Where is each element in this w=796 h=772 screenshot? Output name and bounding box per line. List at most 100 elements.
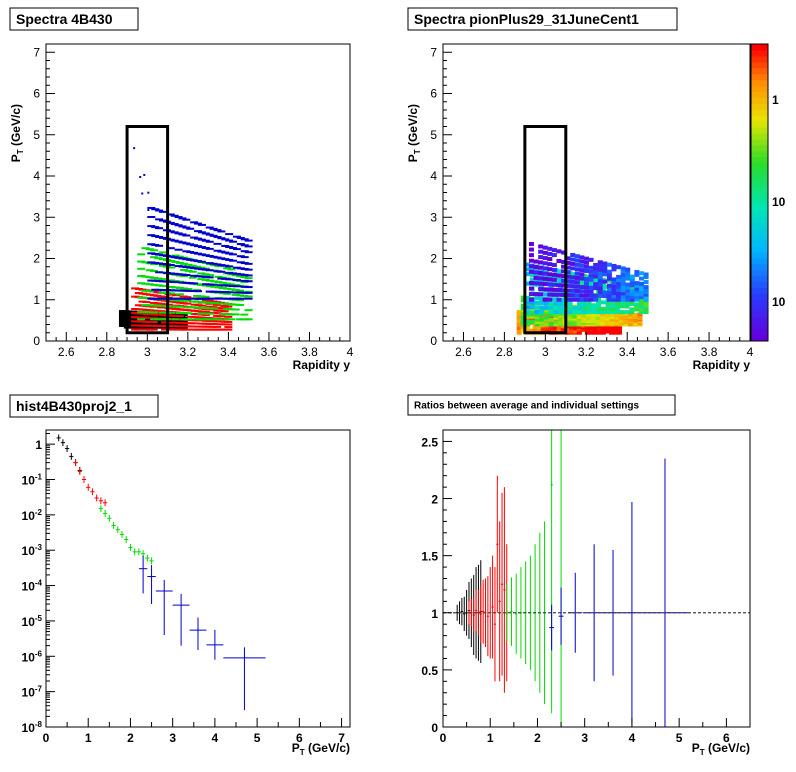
data-cell bbox=[520, 322, 526, 327]
data-cell bbox=[542, 276, 548, 281]
data-cell bbox=[534, 278, 540, 283]
data-cell bbox=[218, 292, 227, 295]
data-cell bbox=[155, 227, 164, 230]
data-cell bbox=[240, 256, 249, 259]
data-cell bbox=[118, 323, 127, 326]
data-cell bbox=[134, 328, 143, 331]
data-cell bbox=[643, 280, 649, 285]
data-cell bbox=[167, 260, 176, 263]
y-tick-label: 0 bbox=[33, 334, 40, 348]
data-cell bbox=[214, 281, 223, 284]
data-cell bbox=[143, 314, 152, 317]
data-cell bbox=[619, 304, 625, 309]
data-cell bbox=[201, 273, 210, 276]
data-cell bbox=[634, 286, 640, 291]
series-red bbox=[73, 459, 108, 507]
colorbar-segment bbox=[751, 79, 768, 87]
x-tick-label: 4 bbox=[747, 345, 754, 359]
data-cell bbox=[529, 300, 535, 305]
data-cell bbox=[167, 319, 176, 322]
data-cell bbox=[145, 290, 154, 293]
y-tick-label: 6 bbox=[430, 87, 437, 101]
data-cell bbox=[201, 313, 210, 316]
data-cell bbox=[574, 267, 580, 272]
data-cell bbox=[577, 302, 583, 307]
data-cell bbox=[178, 233, 187, 236]
data-cell bbox=[539, 310, 545, 315]
data-cell bbox=[201, 261, 210, 264]
data-cell bbox=[205, 233, 214, 236]
data-cell bbox=[558, 313, 564, 318]
data-cell bbox=[579, 263, 585, 268]
data-cell bbox=[528, 264, 534, 269]
data-cell bbox=[538, 287, 544, 292]
data-cell bbox=[158, 284, 167, 287]
data-cell bbox=[583, 289, 589, 294]
data-cell bbox=[544, 303, 550, 308]
data-cell bbox=[194, 290, 203, 293]
data-cell bbox=[197, 312, 206, 315]
data-cell bbox=[224, 326, 233, 329]
data-cell bbox=[218, 281, 227, 284]
data-cell bbox=[524, 272, 530, 277]
series-blue bbox=[138, 555, 266, 711]
data-cell bbox=[174, 248, 183, 251]
data-cell bbox=[224, 323, 233, 326]
data-cell bbox=[244, 297, 253, 300]
data-cell bbox=[197, 260, 206, 263]
rapidity-panel-0: 2.6 2.8 3 3.2 3.4 3.6 3.8 4 0 1 2 3 4 5 6 7 Rapidity y PT… bbox=[9, 43, 354, 372]
data-cell bbox=[225, 239, 234, 242]
data-cell bbox=[175, 299, 184, 302]
data-cell bbox=[567, 312, 573, 317]
data-cell bbox=[182, 226, 191, 229]
data-cell bbox=[210, 302, 219, 305]
data-cell bbox=[561, 288, 567, 293]
data-cell bbox=[221, 238, 230, 241]
data-cell bbox=[516, 318, 522, 323]
data-cell bbox=[524, 262, 530, 267]
y-tick-label: 1 bbox=[431, 607, 438, 621]
spectrum-panel: 0 1 2 3 4 5 6 7 10-8 10-7 10-6 10-5 10-4 10-3 10-2 10-1… bbox=[22, 429, 351, 757]
data-cell bbox=[609, 322, 615, 327]
data-cell bbox=[171, 260, 180, 263]
series-black bbox=[56, 434, 82, 474]
data-cell bbox=[606, 273, 612, 278]
data-cell bbox=[605, 306, 611, 311]
data-cell bbox=[620, 288, 626, 293]
data-cell bbox=[615, 310, 621, 315]
data-cell bbox=[183, 328, 192, 331]
data-cell bbox=[540, 327, 546, 332]
data-cell bbox=[579, 285, 585, 290]
data-cell bbox=[220, 310, 229, 313]
data-cell bbox=[591, 306, 597, 311]
y-tick-label: 3 bbox=[430, 210, 437, 224]
plot-frame bbox=[45, 429, 351, 728]
data-cell bbox=[574, 288, 580, 293]
data-cell bbox=[145, 269, 154, 272]
data-cell bbox=[593, 286, 599, 291]
ratio-panel: 0 1 2 3 4 5 6 0 0.5 1 1.5 2 2.5 PT (GeV/c) bbox=[421, 429, 751, 757]
data-cell bbox=[182, 234, 191, 237]
data-cell bbox=[556, 273, 562, 278]
data-cell bbox=[564, 329, 570, 334]
data-cell bbox=[154, 277, 163, 280]
data-cell bbox=[183, 302, 192, 305]
data-cell bbox=[604, 325, 610, 330]
data-cell bbox=[175, 305, 184, 308]
data-cell bbox=[530, 309, 536, 314]
data-cell bbox=[240, 238, 249, 241]
data-cell bbox=[539, 317, 545, 322]
data-cell bbox=[520, 295, 526, 300]
data-cell bbox=[551, 277, 557, 282]
data-cell bbox=[179, 320, 188, 323]
data-cell bbox=[574, 297, 580, 302]
x-tick-label: 4 bbox=[212, 731, 219, 745]
data-cell bbox=[205, 276, 214, 279]
data-cell bbox=[205, 269, 214, 272]
data-cell bbox=[530, 314, 536, 319]
data-cell bbox=[565, 293, 571, 298]
x-tick-label: 0 bbox=[440, 731, 447, 745]
data-cell bbox=[227, 303, 236, 306]
data-cell bbox=[209, 234, 218, 237]
data-cell bbox=[551, 253, 557, 258]
